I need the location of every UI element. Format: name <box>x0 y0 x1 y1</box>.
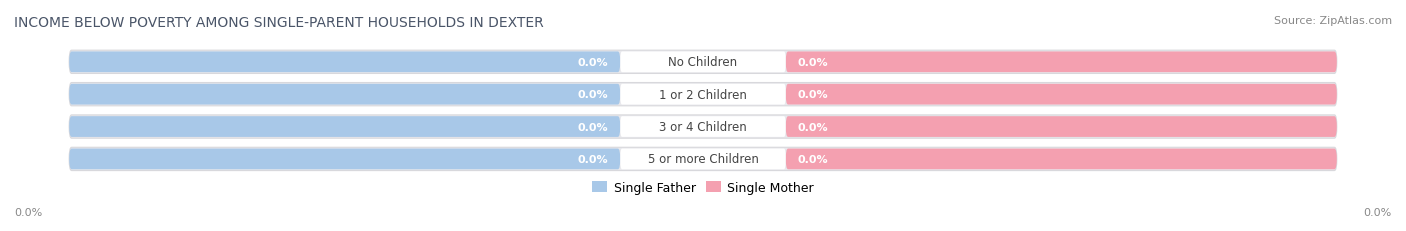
Text: No Children: No Children <box>668 56 738 69</box>
FancyBboxPatch shape <box>620 52 786 73</box>
Text: 0.0%: 0.0% <box>1364 207 1392 217</box>
Text: INCOME BELOW POVERTY AMONG SINGLE-PARENT HOUSEHOLDS IN DEXTER: INCOME BELOW POVERTY AMONG SINGLE-PARENT… <box>14 16 544 30</box>
Legend: Single Father, Single Mother: Single Father, Single Mother <box>588 176 818 199</box>
FancyBboxPatch shape <box>786 149 1337 170</box>
FancyBboxPatch shape <box>69 85 620 105</box>
FancyBboxPatch shape <box>69 148 1337 171</box>
FancyBboxPatch shape <box>69 116 1337 139</box>
Text: 0.0%: 0.0% <box>799 154 828 164</box>
FancyBboxPatch shape <box>69 51 1337 74</box>
Text: Source: ZipAtlas.com: Source: ZipAtlas.com <box>1274 16 1392 26</box>
FancyBboxPatch shape <box>786 117 1337 137</box>
FancyBboxPatch shape <box>786 85 1337 105</box>
Text: 0.0%: 0.0% <box>799 90 828 100</box>
FancyBboxPatch shape <box>69 52 620 73</box>
FancyBboxPatch shape <box>69 149 620 170</box>
FancyBboxPatch shape <box>69 83 1337 106</box>
FancyBboxPatch shape <box>69 117 620 137</box>
Text: 0.0%: 0.0% <box>578 154 607 164</box>
Text: 0.0%: 0.0% <box>578 90 607 100</box>
FancyBboxPatch shape <box>620 85 786 105</box>
FancyBboxPatch shape <box>620 117 786 137</box>
Text: 5 or more Children: 5 or more Children <box>648 153 758 166</box>
FancyBboxPatch shape <box>786 52 1337 73</box>
Text: 0.0%: 0.0% <box>578 58 607 67</box>
Text: 3 or 4 Children: 3 or 4 Children <box>659 121 747 134</box>
Text: 0.0%: 0.0% <box>799 122 828 132</box>
Text: 1 or 2 Children: 1 or 2 Children <box>659 88 747 101</box>
Text: 0.0%: 0.0% <box>578 122 607 132</box>
FancyBboxPatch shape <box>620 149 786 170</box>
Text: 0.0%: 0.0% <box>799 58 828 67</box>
Text: 0.0%: 0.0% <box>14 207 42 217</box>
